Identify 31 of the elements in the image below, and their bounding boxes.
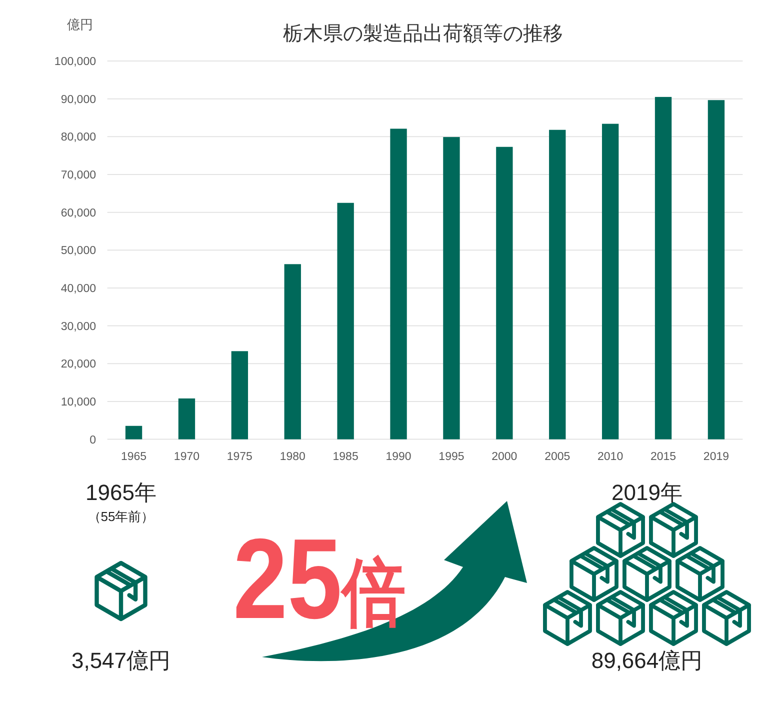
- annotation: 3,547億円: [71, 648, 171, 673]
- x-tick-label: 1970: [174, 451, 200, 463]
- x-tick-label: 2005: [544, 451, 570, 463]
- ylabel: 億円: [67, 17, 93, 32]
- x-tick-label: 2010: [598, 451, 624, 463]
- y-tick-label: 100,000: [54, 56, 96, 68]
- x-tick-label: 1985: [332, 451, 358, 463]
- y-tick-label: 20,000: [60, 358, 96, 371]
- y-tick-label: 70,000: [60, 169, 96, 182]
- y-tick-label: 90,000: [60, 94, 96, 106]
- x-tick-label: 1990: [386, 451, 412, 463]
- y-tick-label: 30,000: [60, 320, 96, 333]
- x-tick-label: 1965: [120, 451, 147, 463]
- x-tick-label: 1995: [438, 451, 464, 463]
- annotation: 2019年: [612, 480, 682, 505]
- x-tick-label: 2000: [492, 451, 518, 463]
- annotation: 25倍: [233, 515, 406, 643]
- x-tick-label: 1980: [280, 451, 306, 463]
- annotation: 1965年: [86, 480, 156, 505]
- y-tick-label: 10,000: [60, 396, 96, 408]
- x-tick-label: 2019: [703, 451, 730, 463]
- x-tick-label: 1975: [226, 451, 252, 463]
- y-tick-label: 40,000: [60, 282, 96, 295]
- annotation: 89,664億円: [591, 648, 703, 673]
- y-tick-label: 50,000: [60, 245, 96, 258]
- y-tick-label: 0: [90, 434, 96, 446]
- title: 栃木県の製造品出荷額等の推移: [283, 23, 563, 45]
- y-tick-label: 80,000: [60, 132, 96, 144]
- y-tick-label: 60,000: [60, 207, 96, 220]
- x-tick-label: 2015: [650, 451, 676, 463]
- annotation: （55年前）: [88, 509, 154, 524]
